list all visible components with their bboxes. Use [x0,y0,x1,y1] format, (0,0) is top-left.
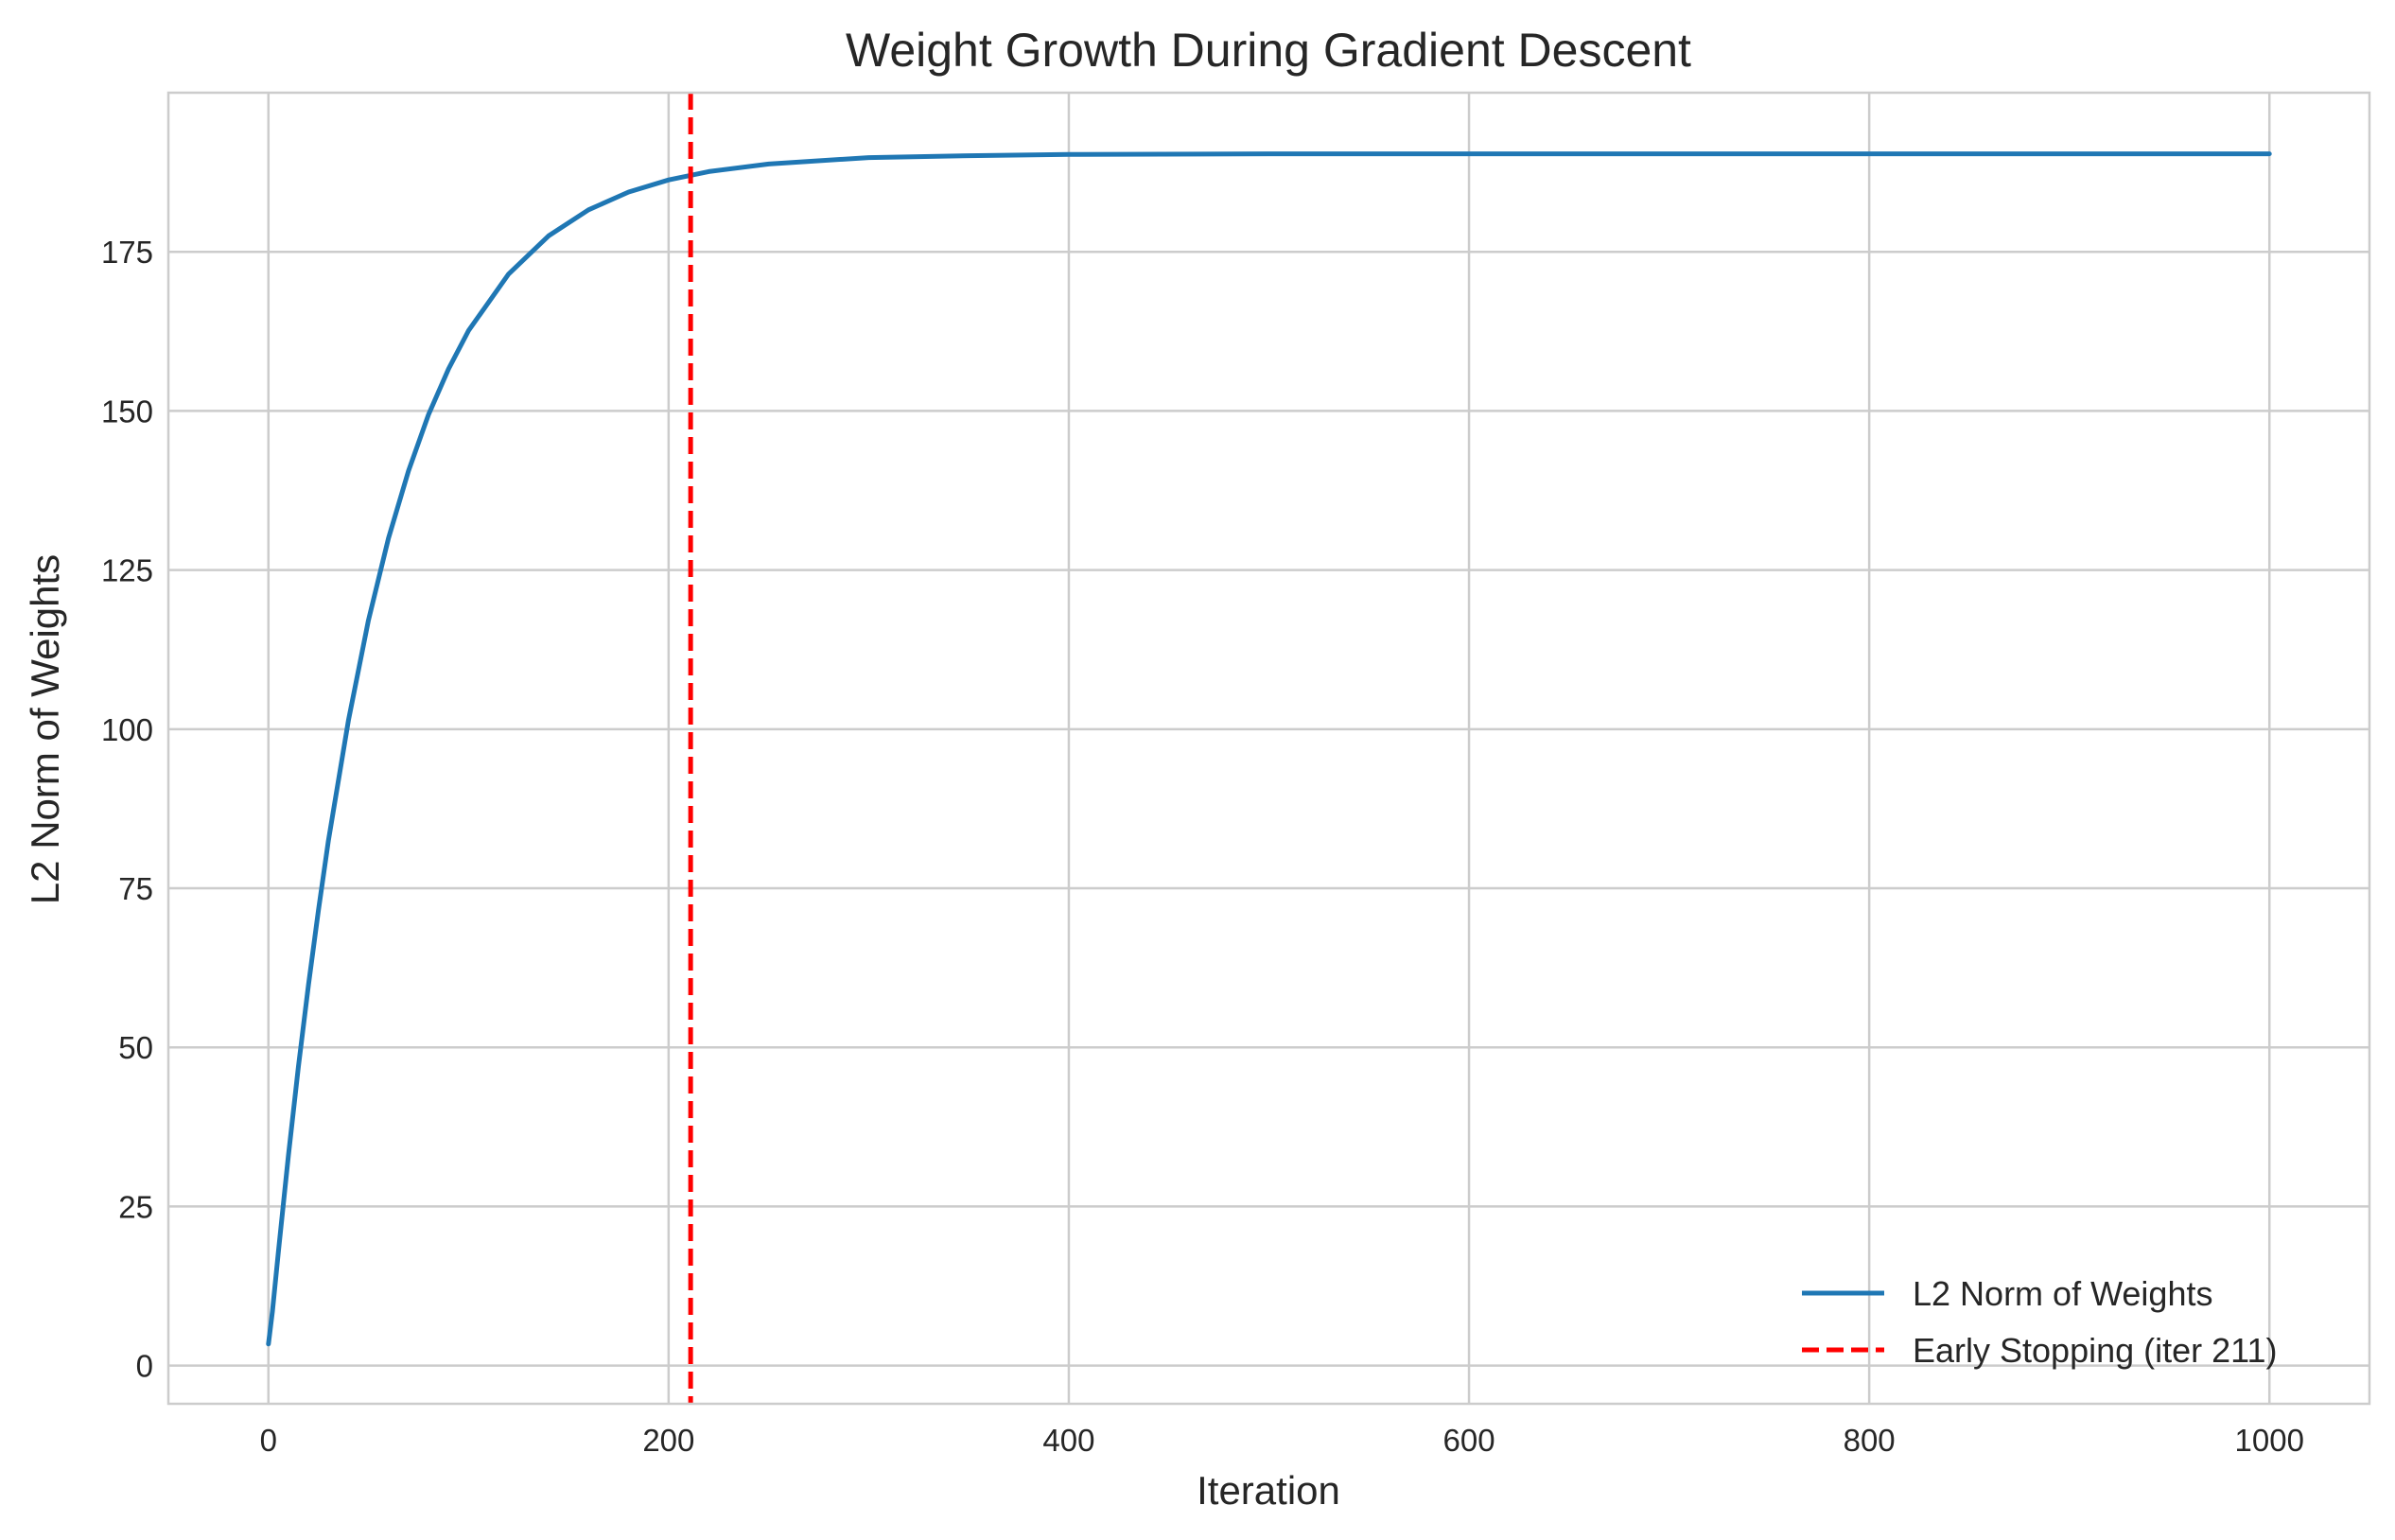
plot-frame [166,91,2371,1406]
legend: L2 Norm of Weights Early Stopping (iter … [1802,1274,2278,1370]
series-layer [266,93,2272,1404]
y-axis-label: L2 Norm of Weights [23,554,67,904]
y-tick-label-75: 75 [118,871,153,906]
legend-label-l2-norm: L2 Norm of Weights [1913,1274,2212,1313]
x-tick-label-800: 800 [1844,1423,1896,1458]
grid-layer [168,93,2369,1404]
x-tick-label-0: 0 [260,1423,277,1458]
x-axis-label: Iteration [1197,1468,1340,1513]
y-tick-label-175: 175 [101,235,153,270]
y-tick-label-0: 0 [136,1349,153,1384]
series-line-l2-norm [266,151,2272,1347]
y-tick-label-125: 125 [101,553,153,588]
x-tick-label-200: 200 [642,1423,694,1458]
legend-label-early-stopping: Early Stopping (iter 211) [1913,1331,2278,1370]
tick-layer: 0 200 400 600 800 1000 0 25 50 75 100 125 150 175 [101,235,2304,1458]
x-tick-label-1000: 1000 [2235,1423,2304,1458]
x-tick-label-600: 600 [1443,1423,1495,1458]
chart-title: Weight Growth During Gradient Descent [846,24,1691,77]
y-tick-label-100: 100 [101,712,153,747]
x-tick-label-400: 400 [1042,1423,1094,1458]
y-tick-label-50: 50 [118,1030,153,1065]
y-tick-label-150: 150 [101,394,153,429]
y-tick-label-25: 25 [118,1189,153,1224]
